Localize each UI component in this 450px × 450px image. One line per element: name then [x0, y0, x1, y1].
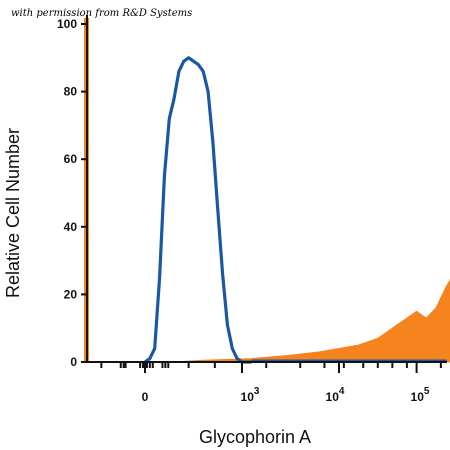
x-tick-label-base-3: 10: [411, 390, 425, 404]
x-axis-title: Glycophorin A: [199, 427, 311, 447]
y-tick-label-60: 60: [64, 152, 78, 166]
x-tick-label-exponent-2: 4: [339, 386, 345, 397]
x-tick-label-2: 104: [326, 386, 345, 404]
x-tick-label-base-0: 0: [142, 390, 149, 404]
y-tick-label-0: 0: [70, 355, 77, 369]
x-tick-label-0: 0: [142, 390, 149, 404]
x-tick-label-exponent-3: 5: [424, 386, 430, 397]
watermark-text: with permission from R&D Systems: [11, 8, 193, 19]
y-axis-title: Relative Cell Number: [3, 128, 23, 298]
x-tick-label-1: 103: [241, 386, 260, 404]
x-tick-label-base-2: 10: [326, 390, 340, 404]
x-tick-label-base-1: 10: [241, 390, 255, 404]
y-tick-label-20: 20: [64, 287, 78, 301]
x-tick-label-exponent-1: 3: [254, 386, 260, 397]
y-tick-label-40: 40: [64, 220, 78, 234]
y-tick-label-80: 80: [64, 85, 78, 99]
y-tick-label-100: 100: [57, 17, 77, 31]
series-0-outline-histogram: [144, 56, 252, 364]
x-tick-label-3: 105: [411, 386, 430, 404]
series-1-filled-histogram: [125, 279, 450, 363]
